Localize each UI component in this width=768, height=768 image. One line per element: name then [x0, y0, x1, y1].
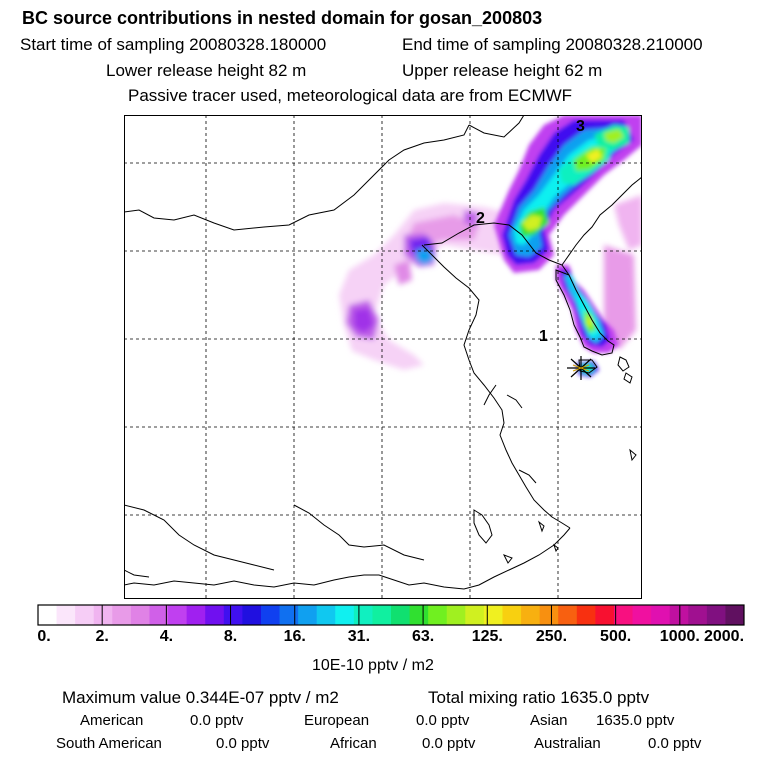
asian-label: Asian [530, 712, 568, 729]
colorbar-swatch [186, 605, 206, 625]
colorbar-swatch [112, 605, 132, 625]
colorbar-tick-label: 1000. [659, 628, 700, 645]
colorbar-swatch [632, 605, 652, 625]
colorbar-swatch [93, 605, 113, 625]
colorbar-swatch [688, 605, 708, 625]
australian-label: Australian [534, 735, 601, 752]
asian-value: 1635.0 pptv [596, 712, 675, 729]
map-frame [124, 115, 642, 599]
colorbar-tick-label: 2000. [703, 628, 745, 645]
colorbar-swatch [130, 605, 150, 625]
colorbar-swatch [576, 605, 596, 625]
colorbar [37, 604, 745, 626]
colorbar-swatch [669, 605, 689, 625]
colorbar-swatch [409, 605, 429, 625]
trajectory-label-1: 1 [539, 328, 548, 345]
colorbar-swatch [316, 605, 336, 625]
colorbar-unit-label: 10E-10 pptv / m2 [312, 657, 434, 674]
upper-release-label: Upper release height 62 m [402, 61, 603, 80]
colorbar-swatch [465, 605, 485, 625]
start-time-label: Start time of sampling 20080328.180000 [20, 35, 327, 54]
colorbar-swatch [558, 605, 578, 625]
colorbar-swatch [279, 605, 299, 625]
colorbar-swatch [428, 605, 448, 625]
colorbar-swatch [298, 605, 318, 625]
colorbar-swatch [391, 605, 411, 625]
colorbar-swatch [706, 605, 726, 625]
colorbar-tick-label: 500. [600, 628, 632, 645]
colorbar-swatch [521, 605, 541, 625]
african-label: African [330, 735, 377, 752]
colorbar-frame [37, 604, 745, 626]
colorbar-swatch [149, 605, 169, 625]
colorbar-swatch [372, 605, 392, 625]
colorbar-swatch [446, 605, 466, 625]
colorbar-swatch [483, 605, 503, 625]
colorbar-swatch [595, 605, 615, 625]
lower-release-label: Lower release height 82 m [106, 61, 307, 80]
colorbar-swatch [353, 605, 373, 625]
plot-title: BC source contributions in nested domain… [22, 8, 543, 28]
colorbar-swatch [651, 605, 671, 625]
colorbar-swatch [223, 605, 243, 625]
colorbar-swatch [242, 605, 262, 625]
lat-lon-grid [124, 115, 642, 599]
colorbar-swatch [725, 605, 745, 625]
colorbar-tick-label: 250. [535, 628, 568, 645]
end-time-label: End time of sampling 20080328.210000 [402, 35, 703, 54]
colorbar-swatch [260, 605, 281, 625]
european-value: 0.0 pptv [416, 712, 470, 729]
tracer-note: Passive tracer used, meteorological data… [128, 86, 573, 105]
colorbar-tick-label: 4. [159, 628, 174, 645]
colorbar-swatch [335, 605, 355, 625]
colorbar-swatch [205, 605, 225, 625]
colorbar-swatch [502, 605, 522, 625]
colorbar-tick-label: 63. [411, 628, 435, 645]
map-panel: 1 2 3 [124, 115, 642, 599]
australian-value: 0.0 pptv [648, 735, 702, 752]
colorbar-tick-label: 0. [37, 628, 51, 645]
colorbar-tick-label: 31. [347, 628, 371, 645]
colorbar-swatch [38, 605, 58, 625]
colorbar-tick-label: 16. [283, 628, 306, 645]
colorbar-swatch [613, 605, 634, 625]
american-value: 0.0 pptv [190, 712, 244, 729]
colorbar-swatch [56, 605, 76, 625]
south-american-label: South American [56, 735, 162, 752]
trajectory-label-2: 2 [476, 210, 485, 227]
max-value-label: Maximum value 0.344E-07 pptv / m2 [62, 688, 339, 707]
colorbar-swatch [168, 605, 188, 625]
colorbar-swatch [75, 605, 95, 625]
european-label: European [304, 712, 370, 729]
african-value: 0.0 pptv [422, 735, 476, 752]
colorbar-swatch [539, 605, 559, 625]
colorbar-tick-label: 8. [223, 628, 238, 645]
trajectory-label-3: 3 [576, 118, 585, 135]
south-american-value: 0.0 pptv [216, 735, 270, 752]
total-mixing-label: Total mixing ratio 1635.0 pptv [428, 688, 650, 707]
concentration-field [339, 115, 642, 377]
american-label: American [80, 712, 144, 729]
colorbar-tick-label: 2. [95, 628, 109, 645]
colorbar-tick-label: 125. [471, 628, 503, 645]
